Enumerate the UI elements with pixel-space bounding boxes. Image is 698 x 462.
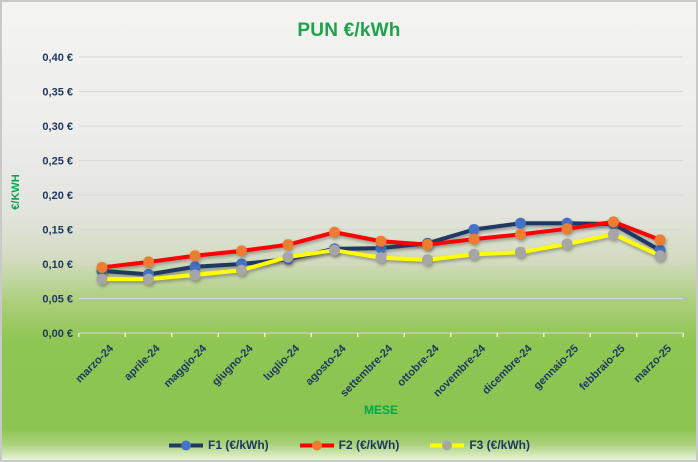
series-2-marker <box>189 250 201 262</box>
x-tick-label: maggio-24 <box>162 342 210 390</box>
x-axis-title: MESE <box>363 403 398 417</box>
chart-title: PUN €/kWh <box>297 20 401 41</box>
y-tick-label: 0,15 € <box>42 225 73 237</box>
legend-label-f1: F1 (€/kWh) <box>207 438 269 452</box>
series-2-marker <box>375 235 387 247</box>
legend-marker-icon <box>180 440 191 450</box>
series-3-marker <box>143 273 154 285</box>
series-2-marker <box>282 239 294 251</box>
x-tick-label: febbraio-25 <box>577 343 627 393</box>
series-2-marker <box>515 228 526 240</box>
series-2-marker <box>422 239 433 251</box>
series-2-marker <box>654 234 666 246</box>
y-tick-label: 0,00 € <box>42 328 73 340</box>
series-2-group <box>96 216 666 273</box>
x-tick-label: marzo-24 <box>73 342 116 385</box>
series-2-marker <box>608 216 619 228</box>
series-2-marker <box>468 233 480 245</box>
series-1-marker <box>515 217 526 229</box>
legend-item-f3: F3 (€/kWh) <box>429 438 530 452</box>
legend-item-f1: F1 (€/kWh) <box>168 438 269 452</box>
legend-item-f2: F2 (€/kWh) <box>299 438 400 452</box>
x-tick-label: marzo-25 <box>631 343 674 386</box>
x-tick-label: dicembre-24 <box>480 342 535 397</box>
series-2-marker <box>561 223 573 235</box>
series-1-marker <box>468 224 480 235</box>
y-axis-title: €/KWH <box>10 174 22 210</box>
legend-label-f2: F2 (€/kWh) <box>338 438 400 452</box>
series-3-marker <box>515 246 526 258</box>
legend-marker-icon <box>442 440 453 450</box>
legend-label-f3: F3 (€/kWh) <box>469 438 530 452</box>
series-3-marker <box>96 273 108 285</box>
x-tick-label: ottobre-24 <box>395 342 442 389</box>
series-2-marker <box>236 245 247 257</box>
series-2-marker <box>143 256 154 268</box>
series-3-marker <box>282 251 294 263</box>
series-3-marker <box>236 264 247 276</box>
series-3-marker <box>468 248 480 260</box>
series-3-marker <box>654 250 666 262</box>
series-3-marker <box>375 252 387 264</box>
y-tick-label: 0,25 € <box>42 156 73 168</box>
f3-line-marker-icon <box>430 440 465 450</box>
y-tick-label: 0,30 € <box>42 121 73 133</box>
series-1-marker <box>189 261 201 273</box>
series-3-marker <box>329 244 340 256</box>
f1-line-marker-icon <box>168 440 203 450</box>
y-tick-label: 0,10 € <box>42 259 73 271</box>
y-tick-label: 0,35 € <box>42 87 73 99</box>
series-3-marker <box>561 238 573 250</box>
series-3-marker <box>608 228 619 240</box>
series-2-marker <box>96 261 108 273</box>
f2-line-marker-icon <box>299 440 334 450</box>
x-tick-label: aprile-24 <box>122 342 163 383</box>
series-2-marker <box>329 226 340 238</box>
x-tick-label: luglio-24 <box>262 342 303 383</box>
series-3-marker <box>189 269 201 281</box>
legend-marker-icon <box>311 440 322 450</box>
chart-legend: F1 (€/kWh) F2 (€/kWh) F3 (€/kWh) <box>2 438 696 452</box>
y-tick-label: 0,20 € <box>42 190 73 202</box>
x-tick-label: gennaio-25 <box>532 343 582 393</box>
y-tick-label: 0,05 € <box>42 294 73 306</box>
y-tick-label: 0,40 € <box>42 52 73 64</box>
x-tick-label: giugno-24 <box>210 342 256 388</box>
x-tick-label: agosto-24 <box>303 342 349 388</box>
series-3-marker <box>422 254 433 266</box>
series-3-group <box>96 228 666 285</box>
